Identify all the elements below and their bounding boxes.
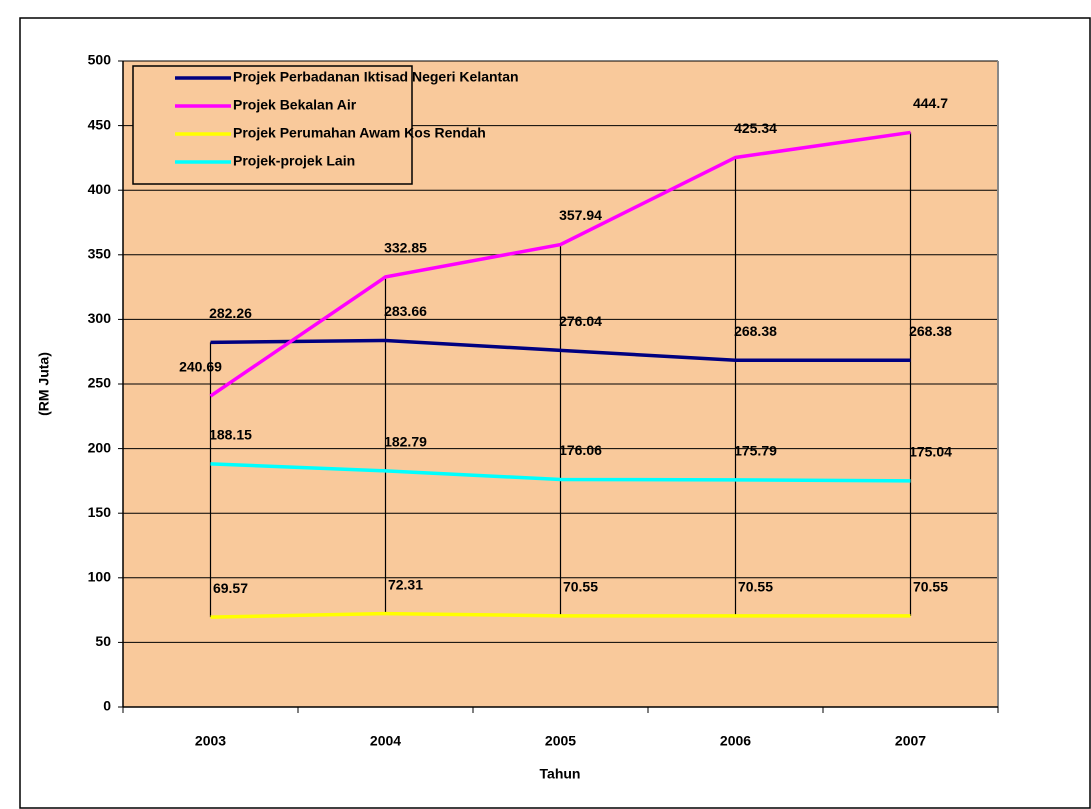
y-tick-label: 450	[88, 116, 112, 132]
y-tick-label: 100	[88, 569, 112, 585]
series-line	[210, 338, 911, 363]
y-axis-label: (RM Juta)	[36, 352, 52, 416]
data-label: 176.06	[559, 442, 602, 458]
y-tick-label: 500	[88, 52, 112, 68]
x-axis-label: Tahun	[540, 766, 581, 782]
legend-label: Projek Perumahan Awam Kos Rendah	[233, 125, 486, 141]
data-label: 444.7	[913, 95, 948, 111]
data-label: 70.55	[563, 579, 598, 595]
series-line	[210, 611, 911, 619]
y-tick-label: 0	[103, 698, 111, 714]
x-tick-label: 2006	[720, 733, 751, 749]
data-label: 357.94	[559, 207, 602, 223]
y-tick-label: 50	[95, 633, 111, 649]
data-label: 70.55	[738, 579, 773, 595]
data-label: 276.04	[559, 313, 602, 329]
data-label: 268.38	[909, 323, 952, 339]
y-tick-label: 350	[88, 246, 112, 262]
data-label: 175.04	[909, 444, 952, 460]
data-label: 425.34	[734, 120, 777, 136]
data-label: 175.79	[734, 443, 777, 459]
legend-label: Projek-projek Lain	[233, 153, 355, 169]
data-label: 268.38	[734, 323, 777, 339]
x-tick-label: 2004	[370, 733, 401, 749]
y-tick-label: 300	[88, 310, 112, 326]
x-tick-label: 2007	[895, 733, 926, 749]
data-label: 188.15	[209, 427, 252, 443]
x-tick-label: 2003	[195, 733, 226, 749]
y-tick-label: 400	[88, 181, 112, 197]
y-tick-label: 200	[88, 439, 112, 455]
data-label: 282.26	[209, 305, 252, 321]
y-tick-label: 150	[88, 504, 112, 520]
legend-box	[132, 65, 413, 185]
y-tick-label: 250	[88, 375, 112, 391]
legend-label: Projek Perbadanan Iktisad Negeri Kelanta…	[233, 69, 519, 85]
data-label: 72.31	[388, 576, 423, 592]
legend-label: Projek Bekalan Air	[233, 97, 357, 113]
series-line	[210, 462, 911, 483]
data-label: 182.79	[384, 434, 427, 450]
data-label: 240.69	[179, 359, 222, 375]
x-tick-label: 2005	[545, 733, 576, 749]
data-label: 69.57	[213, 580, 248, 596]
data-label: 332.85	[384, 240, 427, 256]
data-label: 70.55	[913, 579, 948, 595]
series-line	[209, 130, 911, 398]
data-label: 283.66	[384, 303, 427, 319]
